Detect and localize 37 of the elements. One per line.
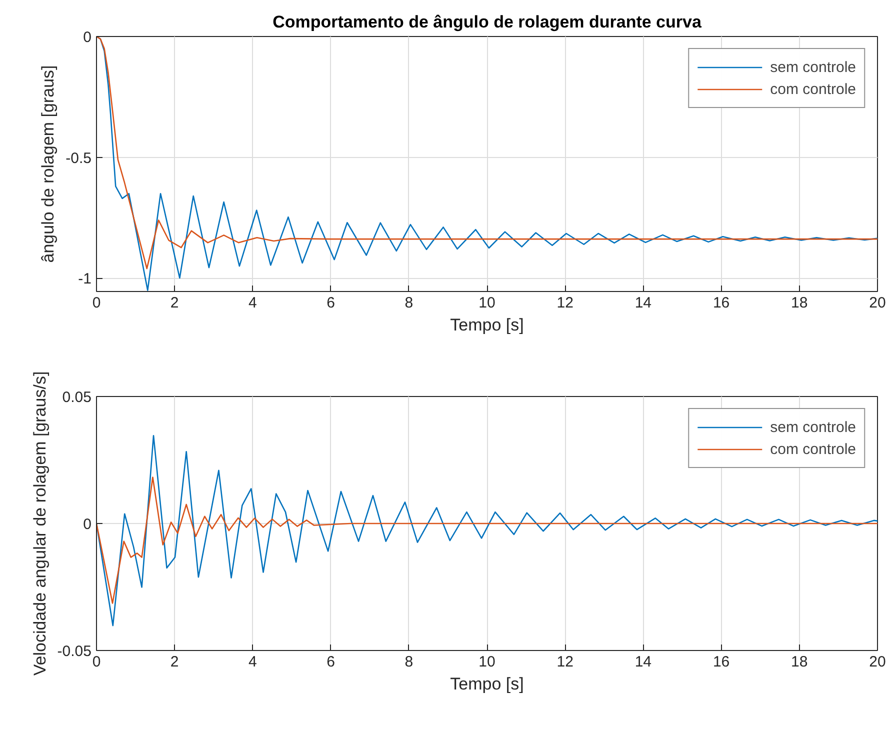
x-tick-label: 20: [869, 654, 886, 670]
y-tick-label: 0.05: [62, 389, 92, 406]
x-tick-label: 6: [326, 654, 335, 670]
x-tick-label: 14: [634, 294, 652, 312]
y-tick-label: 0: [83, 29, 92, 46]
x-axis-title: Tempo [s]: [450, 316, 524, 334]
legend-label: sem controle: [770, 58, 856, 76]
chart-title: Comportamento de ângulo de rolagem durante curva: [272, 12, 702, 32]
x-tick-label: 2: [170, 654, 179, 670]
x-tick-label: 6: [326, 294, 335, 312]
x-tick-label: 12: [556, 294, 574, 312]
x-tick-label: 18: [791, 294, 808, 312]
x-tick-label: 16: [712, 654, 730, 670]
x-tick-label: 16: [712, 294, 730, 312]
legend-label: com controle: [770, 440, 856, 458]
x-tick-label: 14: [634, 654, 652, 670]
y-tick-label: -0.05: [57, 643, 92, 660]
x-tick-label: 2: [170, 294, 179, 312]
y-tick-label: -1: [78, 270, 92, 288]
x-tick-label: 20: [869, 294, 886, 312]
x-tick-label: 8: [404, 654, 414, 670]
x-tick-label: 4: [248, 654, 257, 670]
y-axis-title: Velocidade angular de rolagem [graus/s]: [30, 371, 50, 676]
x-tick-label: 8: [404, 294, 414, 312]
line-series: [96, 476, 878, 604]
legend-label: com controle: [770, 80, 856, 98]
x-axis-title: Tempo [s]: [450, 674, 524, 694]
x-tick-label: 18: [791, 654, 808, 670]
x-tick-label: 10: [478, 654, 496, 670]
legend-label: sem controle: [770, 418, 856, 436]
x-tick-label: 12: [556, 654, 574, 670]
x-tick-label: 10: [478, 294, 496, 312]
y-tick-label: -0.5: [66, 150, 92, 167]
x-tick-label: 4: [248, 294, 257, 312]
line-series: [96, 434, 878, 626]
y-tick-label: 0: [83, 516, 92, 533]
y-axis-title: ângulo de rolagem [graus]: [38, 65, 58, 263]
